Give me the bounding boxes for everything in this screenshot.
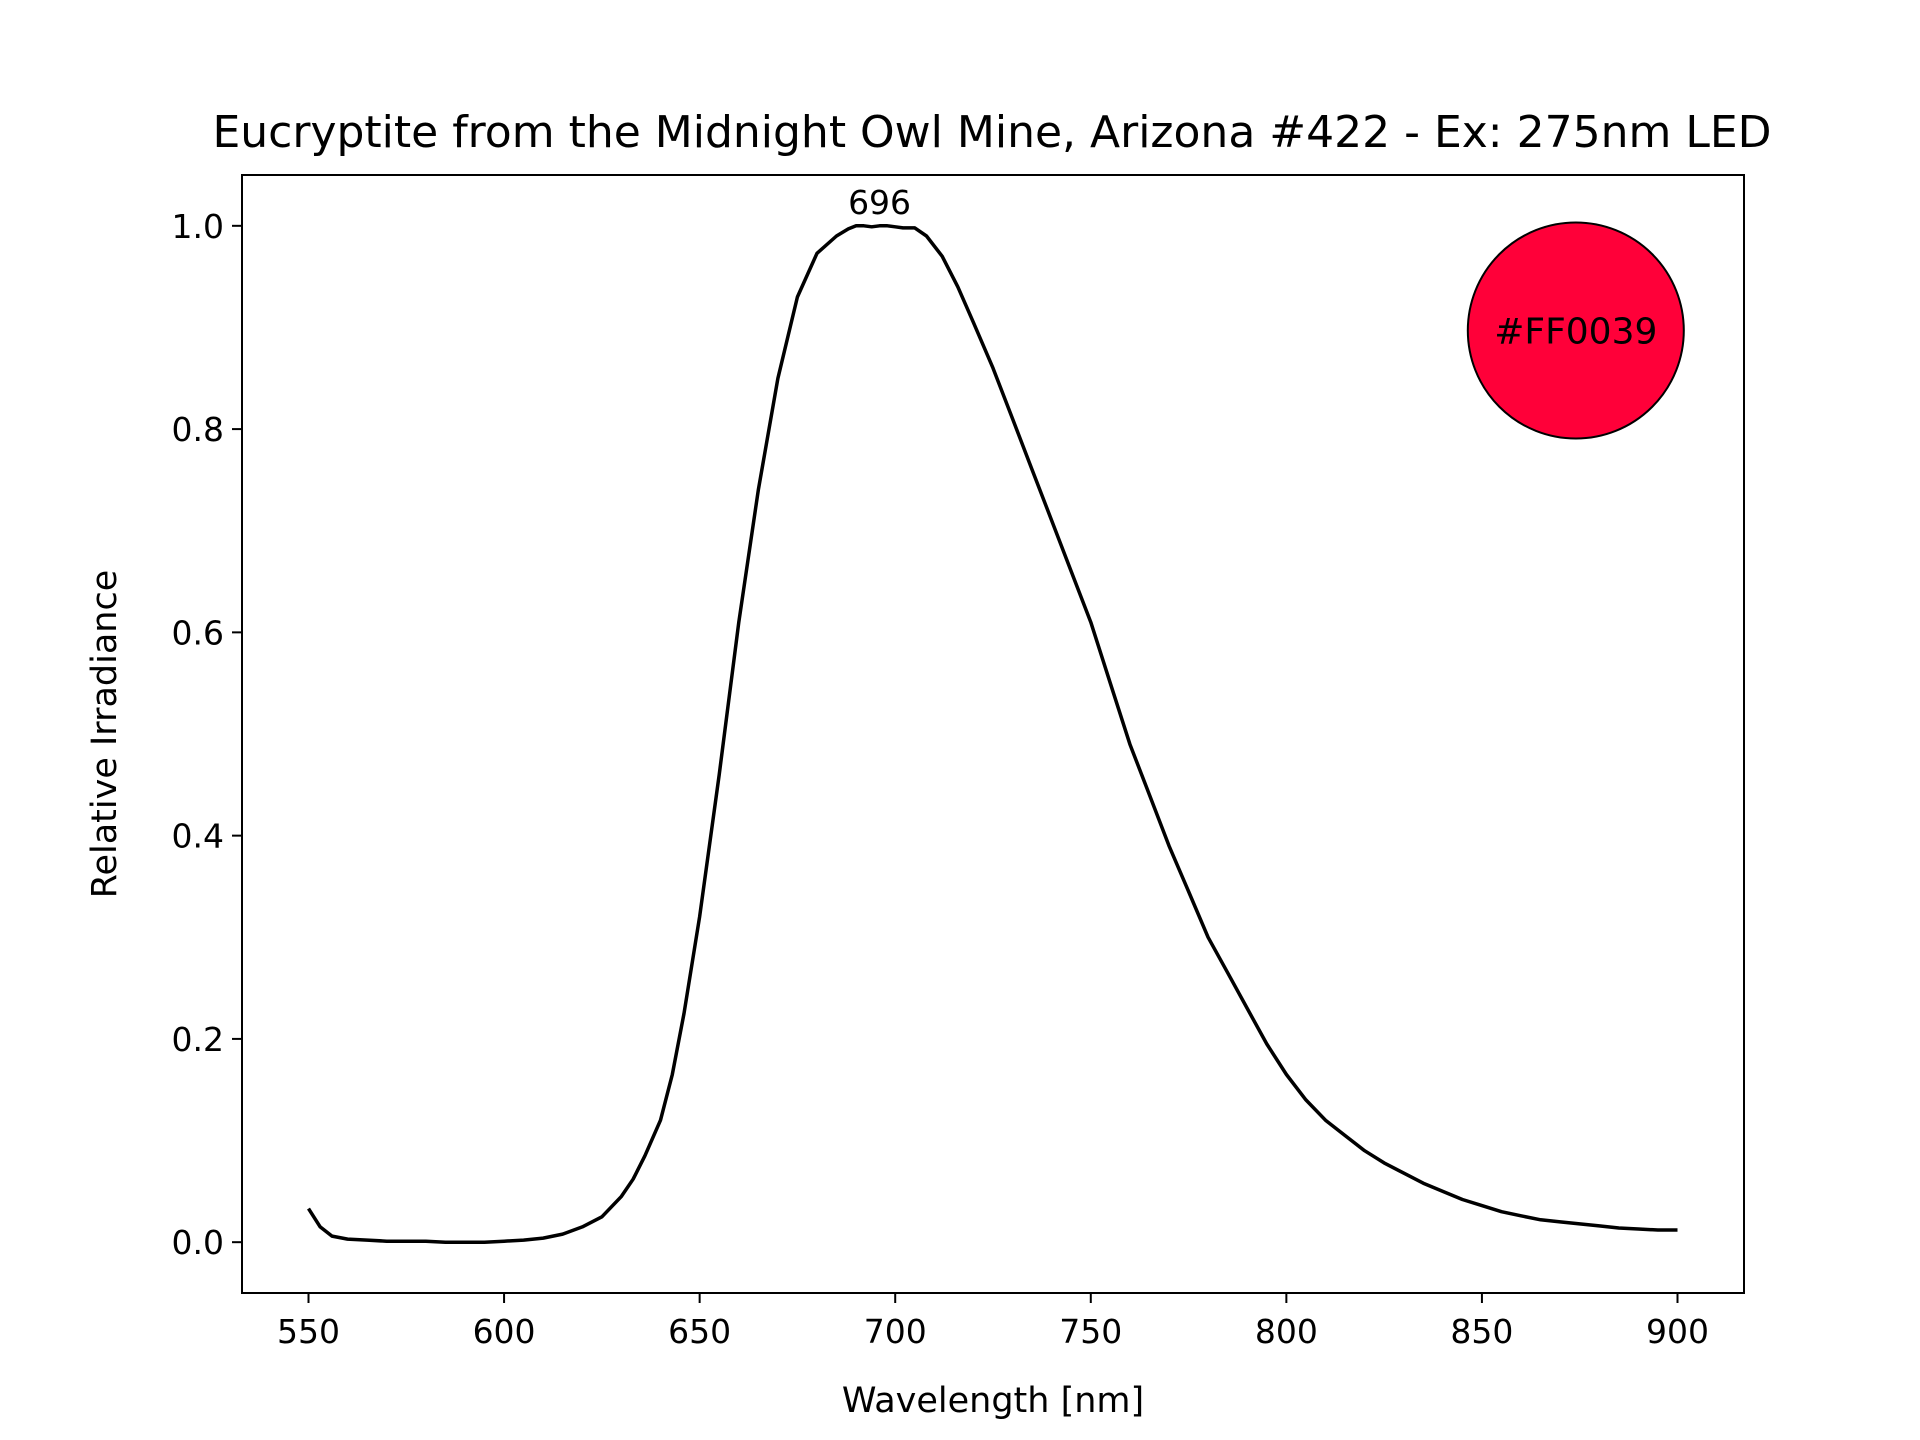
plot-frame xyxy=(241,174,1745,1294)
spectrum-line xyxy=(307,224,1678,1244)
y-tick-label: 0.8 xyxy=(172,410,224,449)
x-tick-label: 600 xyxy=(473,1312,536,1351)
color-swatch-label: #FF0039 xyxy=(1494,312,1657,353)
y-axis-label: Relative Irradiance xyxy=(85,570,125,899)
plot-area: 696 #FF0039 xyxy=(307,183,1685,1244)
y-tick-label: 1.0 xyxy=(172,207,224,246)
peak-wavelength-label: 696 xyxy=(848,183,911,222)
x-axis-label: Wavelength [nm] xyxy=(842,1381,1144,1421)
x-tick-label: 850 xyxy=(1450,1312,1513,1351)
chart-title: Eucryptite from the Midnight Owl Mine, A… xyxy=(212,107,1771,158)
y-tick-label: 0.2 xyxy=(172,1020,224,1059)
x-tick-label: 900 xyxy=(1646,1312,1709,1351)
color-swatch xyxy=(1466,221,1685,440)
x-tick-label: 750 xyxy=(1059,1312,1122,1351)
y-tick-label: 0.0 xyxy=(172,1223,224,1262)
x-tick-label: 800 xyxy=(1255,1312,1318,1351)
x-tick-label: 700 xyxy=(864,1312,927,1351)
axis-ticks: 550 600 650 700 750 800 850 900 0.0 0.2 0.4 0.6 0.8 1… xyxy=(172,207,1709,1351)
y-tick-label: 0.4 xyxy=(172,817,224,856)
x-tick-label: 550 xyxy=(277,1312,340,1351)
x-tick-label: 650 xyxy=(668,1312,731,1351)
y-tick-label: 0.6 xyxy=(172,613,224,652)
